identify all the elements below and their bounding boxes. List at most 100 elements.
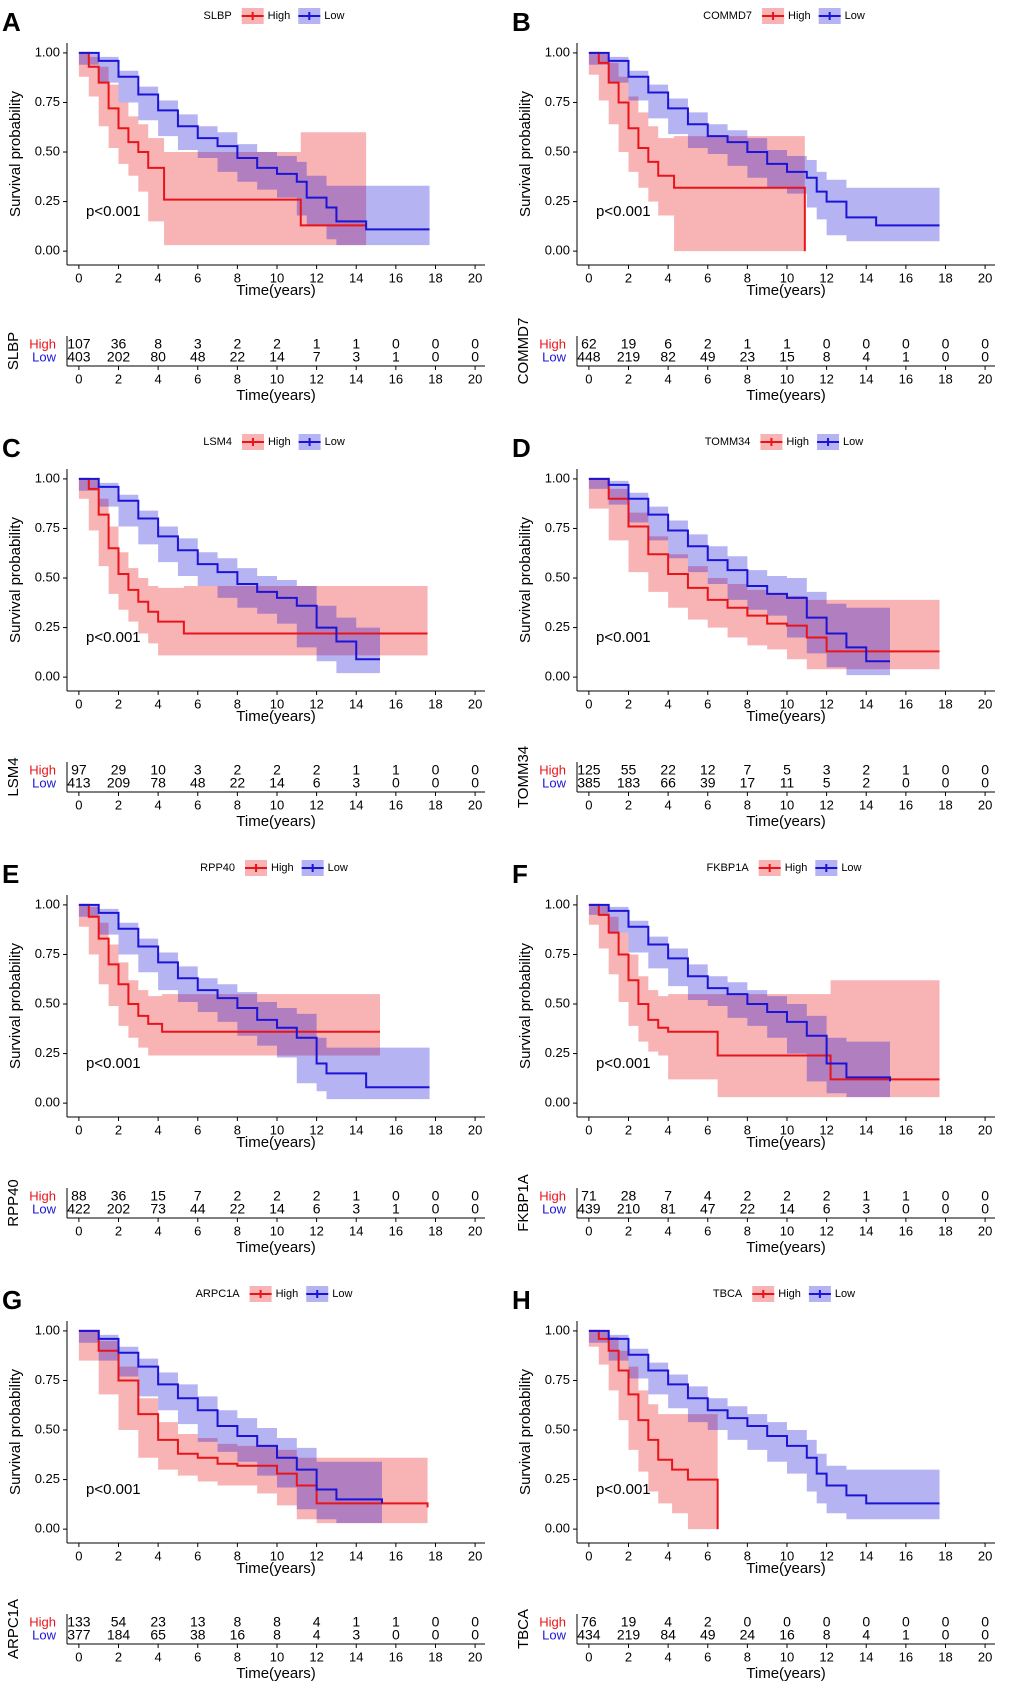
- x-tick-label: 16: [899, 270, 913, 285]
- risk-count: 0: [942, 1201, 950, 1217]
- risk-count: 24: [740, 1627, 756, 1643]
- y-axis-title: Survival probability: [517, 1369, 534, 1495]
- legend-label: Low: [843, 436, 863, 448]
- legend: TBCA High Low: [713, 1286, 855, 1302]
- risk-x-tick-label: 2: [115, 1649, 122, 1664]
- risk-count: 0: [981, 349, 989, 365]
- risk-count: 0: [471, 1614, 479, 1630]
- legend-censor: [765, 864, 774, 872]
- y-tick-label: 1.00: [545, 470, 570, 485]
- x-tick-label: 8: [744, 1548, 751, 1563]
- y-tick-label: 0.25: [545, 193, 570, 208]
- risk-count: 2: [233, 336, 241, 352]
- x-tick-label: 6: [704, 1122, 711, 1137]
- legend-censor: [308, 864, 317, 872]
- x-tick-label: 6: [194, 696, 201, 711]
- risk-x-axis-title: Time(years): [236, 1239, 315, 1256]
- legend-censor: [815, 1290, 824, 1298]
- risk-count: 16: [230, 1627, 246, 1643]
- legend-censor: [824, 438, 833, 446]
- risk-count: 88: [71, 1188, 87, 1204]
- risk-x-axis-title: Time(years): [236, 1665, 315, 1682]
- risk-count: 1: [313, 336, 321, 352]
- risk-x-tick-label: 16: [899, 797, 913, 812]
- x-tick-label: 6: [704, 696, 711, 711]
- x-tick-label: 2: [625, 696, 632, 711]
- x-tick-label: 8: [234, 1122, 241, 1137]
- risk-x-tick-label: 12: [819, 797, 833, 812]
- risk-x-tick-label: 10: [780, 1649, 794, 1664]
- risk-count: 23: [740, 349, 756, 365]
- risk-x-tick-label: 8: [744, 1223, 751, 1238]
- legend-label: Low: [332, 1288, 352, 1300]
- x-tick-label: 18: [428, 1548, 442, 1563]
- risk-count: 4: [862, 349, 870, 365]
- risk-count: 4: [313, 1627, 321, 1643]
- x-tick-label: 18: [938, 270, 952, 285]
- risk-x-tick-label: 18: [428, 797, 442, 812]
- x-tick-label: 12: [819, 270, 833, 285]
- risk-x-tick-label: 20: [978, 1223, 992, 1238]
- confidence-band: [78, 52, 367, 246]
- panel: H0.000.250.500.751.000 2 4 6 8 10 12 14 16 18 20Ti…: [512, 1285, 995, 1682]
- x-tick-label: 16: [899, 696, 913, 711]
- panel-label: A: [2, 7, 21, 37]
- risk-x-tick-label: 8: [744, 371, 751, 386]
- y-axis-title: Survival probability: [7, 517, 24, 643]
- confidence-band: [588, 904, 940, 1098]
- risk-count: 0: [981, 1201, 989, 1217]
- risk-count: 3: [352, 1627, 360, 1643]
- risk-count: 12: [700, 762, 716, 778]
- x-tick-label: 20: [468, 696, 482, 711]
- x-tick-label: 16: [899, 1548, 913, 1563]
- confidence-band: [588, 1330, 718, 1530]
- risk-count: 439: [577, 1201, 601, 1217]
- risk-x-tick-label: 6: [704, 1223, 711, 1238]
- p-value: p<0.001: [596, 1055, 651, 1072]
- risk-count: 0: [862, 336, 870, 352]
- risk-count: 4: [664, 1614, 672, 1630]
- survival-curve: [588, 477, 940, 653]
- risk-count: 14: [269, 349, 285, 365]
- x-tick-label: 2: [115, 696, 122, 711]
- x-tick-label: 0: [75, 696, 82, 711]
- risk-x-tick-label: 16: [899, 1649, 913, 1664]
- legend-censor: [252, 864, 261, 872]
- risk-count: 55: [621, 762, 637, 778]
- x-tick-label: 8: [744, 696, 751, 711]
- risk-x-tick-label: 2: [115, 371, 122, 386]
- legend-label: High: [271, 862, 294, 874]
- risk-x-tick-label: 8: [234, 1223, 241, 1238]
- x-tick-label: 20: [978, 1122, 992, 1137]
- risk-count: 14: [269, 1201, 285, 1217]
- x-tick-label: 0: [585, 1122, 592, 1137]
- risk-count: 219: [617, 349, 641, 365]
- risk-count: 448: [577, 349, 601, 365]
- x-tick-label: 10: [270, 1548, 284, 1563]
- risk-count: 5: [823, 775, 831, 791]
- risk-count: 7: [664, 1188, 672, 1204]
- legend: RPP40 High Low: [200, 860, 348, 876]
- legend-title: TBCA: [713, 1288, 743, 1300]
- x-tick-label: 16: [389, 1548, 403, 1563]
- risk-count: 6: [823, 1201, 831, 1217]
- risk-count: 0: [981, 1627, 989, 1643]
- risk-count: 210: [617, 1201, 641, 1217]
- risk-x-tick-label: 6: [704, 371, 711, 386]
- risk-count: 0: [471, 762, 479, 778]
- x-tick-label: 6: [704, 270, 711, 285]
- confidence-band: [588, 52, 805, 252]
- risk-x-axis-title: Time(years): [746, 387, 825, 404]
- risk-x-tick-label: 18: [428, 1223, 442, 1238]
- y-tick-label: 0.50: [545, 995, 570, 1010]
- risk-count: 19: [621, 336, 637, 352]
- risk-x-tick-label: 10: [270, 797, 284, 812]
- risk-x-tick-label: 16: [899, 1223, 913, 1238]
- risk-count: 6: [313, 1201, 321, 1217]
- risk-x-tick-label: 2: [625, 1649, 632, 1664]
- risk-table-title: COMMD7: [515, 318, 532, 385]
- risk-count: 0: [902, 336, 910, 352]
- risk-count: 23: [150, 1614, 166, 1630]
- risk-row-label: High: [539, 1188, 566, 1203]
- y-tick-label: 0.50: [35, 143, 60, 158]
